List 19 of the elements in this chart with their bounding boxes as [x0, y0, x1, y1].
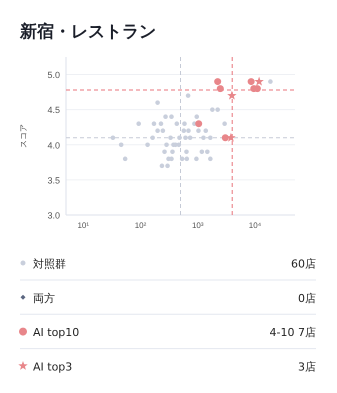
text: 4-10 7店 — [270, 326, 316, 340]
legend-label: AI top3 — [33, 360, 72, 374]
y-tick-label: 3.0 — [47, 210, 60, 220]
text: 60店 — [291, 258, 316, 270]
y-tick-label: 5.0 — [47, 70, 60, 80]
y-tick-label: 4.0 — [47, 140, 60, 150]
x-tick-label: 10² — [134, 221, 147, 230]
chart-title: 新宿・レストラン — [19, 22, 156, 42]
x-tick-label: 10³ — [192, 221, 204, 230]
y-tick-label: 4.5 — [47, 105, 60, 116]
y-axis-title: スコア — [19, 124, 28, 148]
x-tick-label: 10⁴ — [248, 221, 262, 230]
y-tick-label: 3.5 — [47, 175, 60, 186]
legend-label: 両方 — [33, 292, 55, 305]
x-tick-label: 10¹ — [77, 221, 90, 230]
text: 0店 — [298, 292, 316, 305]
legend-label: AI top10 — [33, 326, 80, 340]
legend-label: 対照群 — [33, 258, 66, 270]
text: 3店 — [298, 360, 316, 374]
